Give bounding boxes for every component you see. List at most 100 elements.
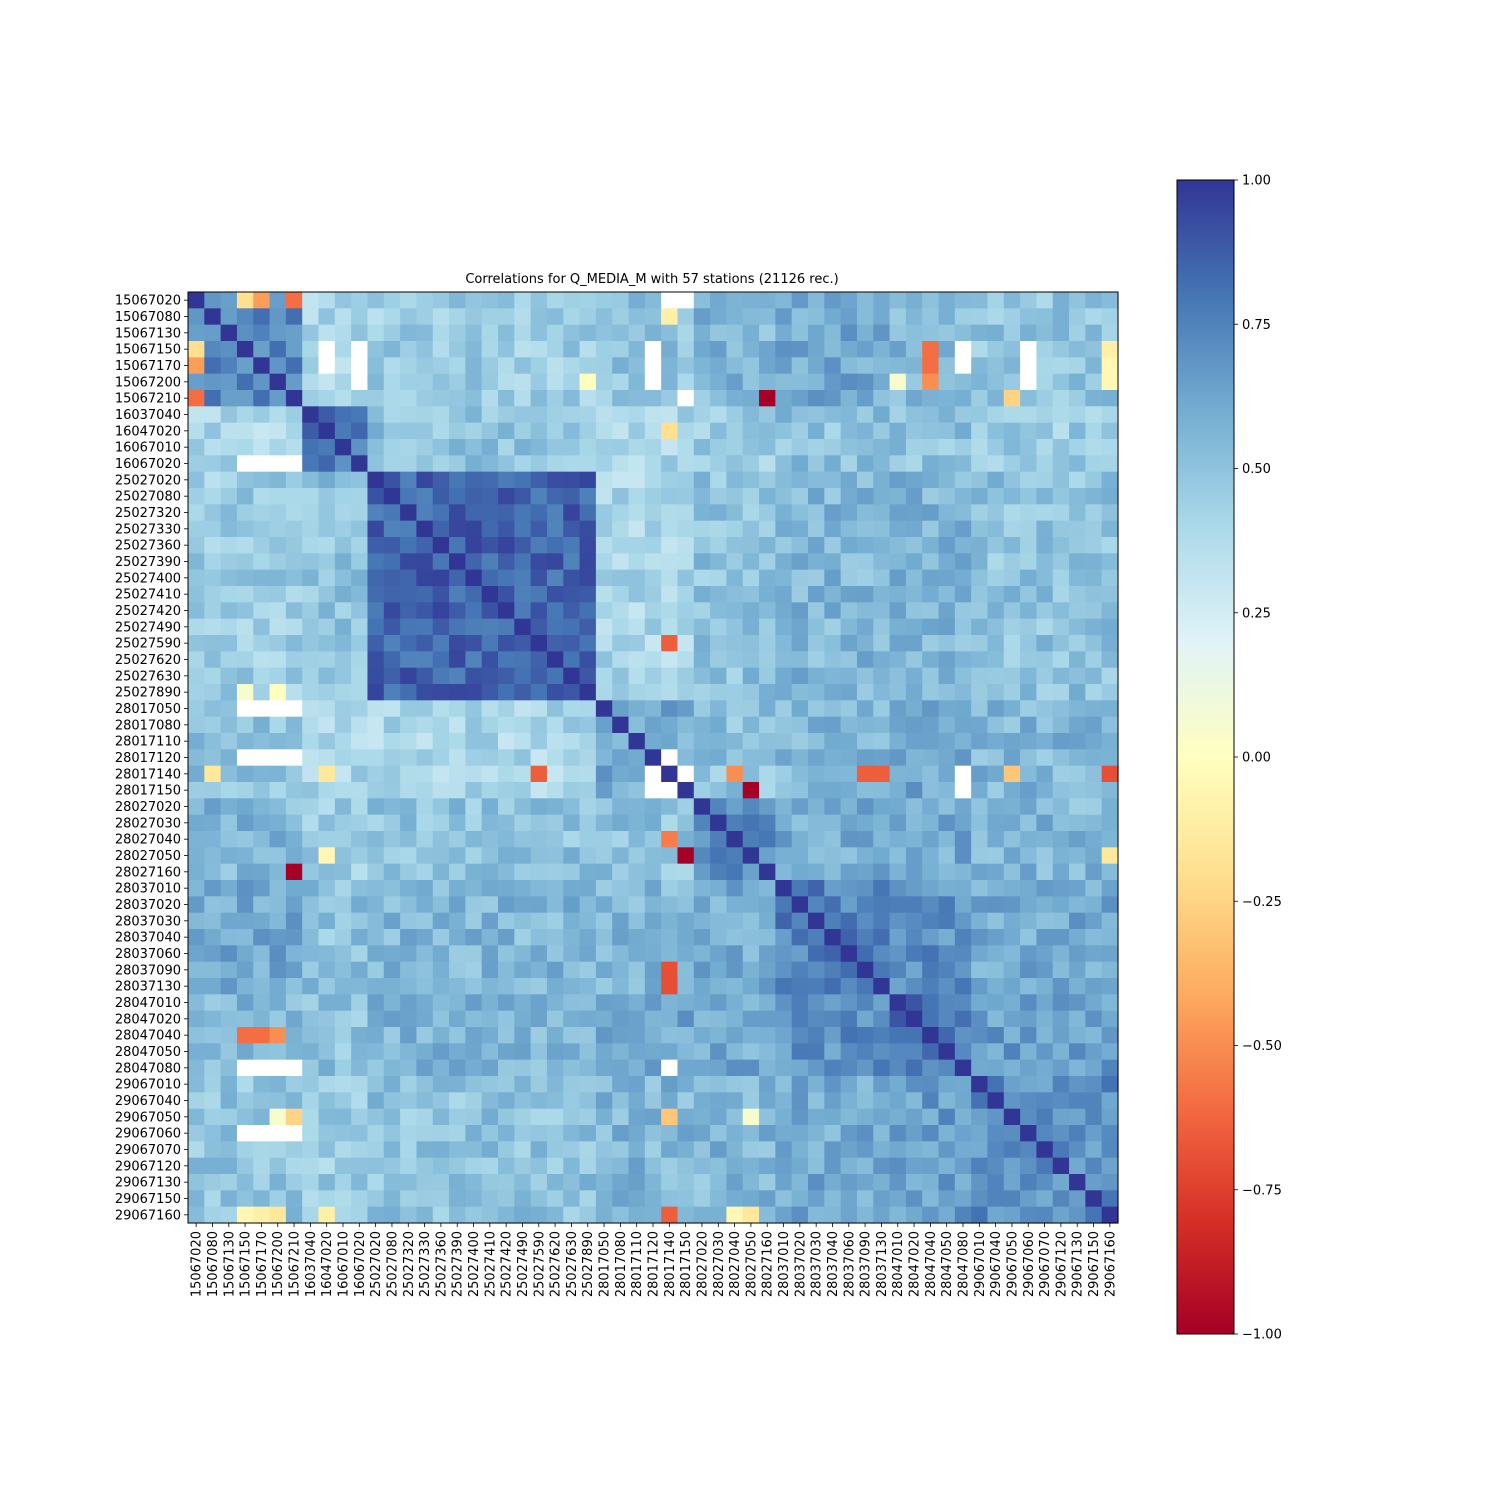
heatmap-cell xyxy=(726,504,744,522)
heatmap-cell xyxy=(400,471,418,489)
heatmap-cell xyxy=(481,1043,499,1061)
heatmap-cell xyxy=(253,1108,271,1126)
heatmap-cell xyxy=(987,912,1005,930)
heatmap-cell xyxy=(824,602,842,620)
heatmap-cell xyxy=(628,896,646,914)
heatmap-cell xyxy=(236,439,254,456)
heatmap-cell xyxy=(759,863,776,881)
heatmap-cell xyxy=(514,798,532,816)
heatmap-cell xyxy=(628,504,646,522)
heatmap-cell xyxy=(905,863,923,881)
heatmap-cell xyxy=(498,292,515,309)
heatmap-cell xyxy=(449,1141,466,1159)
heatmap-cell xyxy=(530,488,548,505)
heatmap-cell xyxy=(873,961,891,979)
heatmap-cell xyxy=(498,716,515,734)
heatmap-cell xyxy=(954,488,972,505)
heatmap-cell xyxy=(612,863,630,881)
heatmap-cell xyxy=(498,406,515,424)
heatmap-cell xyxy=(269,929,287,946)
heatmap-cell xyxy=(465,1108,483,1126)
heatmap-cell xyxy=(236,520,254,538)
heatmap-cell xyxy=(677,994,695,1012)
heatmap-cell xyxy=(726,1125,744,1142)
x-tick-label: 25027410 xyxy=(483,1231,498,1297)
heatmap-cell xyxy=(579,831,597,848)
y-tick-label: 28017080 xyxy=(115,718,181,733)
heatmap-cell xyxy=(938,961,956,979)
x-tick-label: 16047020 xyxy=(320,1231,335,1297)
heatmap-cell xyxy=(220,700,238,718)
heatmap-cell xyxy=(498,373,515,391)
heatmap-cell xyxy=(742,635,760,652)
heatmap-cell xyxy=(840,324,858,342)
x-tick-label: 29067050 xyxy=(1005,1231,1020,1297)
heatmap-cell xyxy=(873,455,891,473)
heatmap-cell xyxy=(938,1043,956,1061)
heatmap-cell xyxy=(775,292,793,309)
heatmap-cell xyxy=(1003,537,1021,554)
heatmap-cell xyxy=(726,1174,744,1191)
heatmap-cell xyxy=(791,880,809,897)
heatmap-cell xyxy=(987,569,1005,587)
heatmap-cell xyxy=(595,912,613,930)
heatmap-cell xyxy=(498,504,515,522)
heatmap-cell xyxy=(644,488,662,505)
heatmap-cell xyxy=(318,488,336,505)
heatmap-cell xyxy=(856,684,874,701)
heatmap-cell xyxy=(954,390,972,407)
heatmap-cell xyxy=(269,308,287,326)
heatmap-cell xyxy=(1069,880,1086,897)
heatmap-cell xyxy=(269,553,287,571)
heatmap-cell xyxy=(1052,1010,1070,1028)
heatmap-cell xyxy=(840,1125,858,1142)
heatmap-cell xyxy=(302,782,320,799)
heatmap-cell xyxy=(563,814,581,832)
heatmap-cell xyxy=(465,912,483,930)
heatmap-cell xyxy=(285,765,303,783)
heatmap-cell xyxy=(905,700,923,718)
heatmap-cell xyxy=(971,406,989,424)
heatmap-cell xyxy=(954,896,972,914)
heatmap-cell xyxy=(661,1125,679,1142)
heatmap-cell xyxy=(889,553,907,571)
heatmap-cell xyxy=(628,357,646,375)
heatmap-cell xyxy=(530,341,548,358)
heatmap-cell xyxy=(726,406,744,424)
heatmap-cell xyxy=(302,520,320,538)
heatmap-cell xyxy=(1020,373,1038,391)
heatmap-cell xyxy=(188,308,205,326)
heatmap-cell xyxy=(498,863,515,881)
heatmap-cell xyxy=(677,1043,695,1061)
heatmap-cell xyxy=(840,700,858,718)
heatmap-cell xyxy=(579,1125,597,1142)
heatmap-cell xyxy=(318,1092,336,1110)
heatmap-cell xyxy=(253,700,271,718)
heatmap-cell xyxy=(416,831,434,848)
heatmap-cell xyxy=(612,1141,630,1159)
heatmap-cell xyxy=(416,488,434,505)
heatmap-cell xyxy=(710,733,728,750)
heatmap-cell xyxy=(220,324,238,342)
heatmap-cell xyxy=(514,1141,532,1159)
heatmap-cell xyxy=(563,1141,581,1159)
heatmap-cell xyxy=(563,945,581,963)
heatmap-cell xyxy=(791,1108,809,1126)
heatmap-cell xyxy=(1036,1092,1054,1110)
heatmap-cell xyxy=(253,520,271,538)
heatmap-cell xyxy=(188,602,205,620)
heatmap-cell xyxy=(628,488,646,505)
heatmap-cell xyxy=(661,1206,679,1224)
heatmap-cell xyxy=(334,406,352,424)
heatmap-cell xyxy=(1052,537,1070,554)
heatmap-cell xyxy=(449,1157,466,1175)
heatmap-cell xyxy=(1101,1043,1119,1061)
heatmap-cell xyxy=(188,504,205,522)
heatmap-cell xyxy=(204,422,222,440)
heatmap-cell xyxy=(546,537,564,554)
heatmap-cell xyxy=(1085,406,1103,424)
heatmap-cell xyxy=(612,700,630,718)
heatmap-cell xyxy=(1101,1174,1119,1191)
heatmap-cell xyxy=(971,1174,989,1191)
heatmap-cell xyxy=(334,569,352,587)
